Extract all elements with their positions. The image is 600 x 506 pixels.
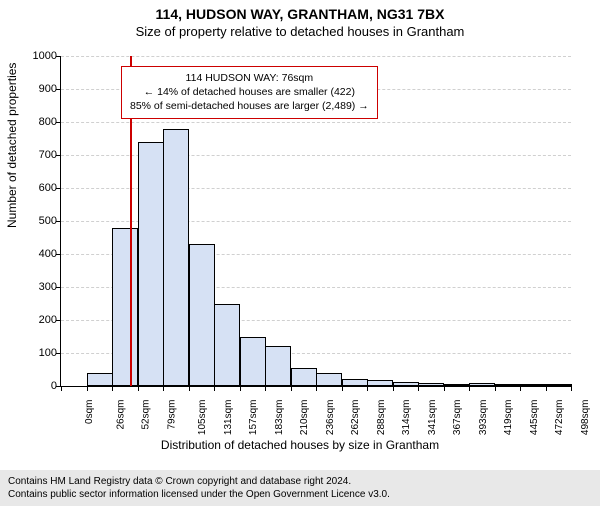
histogram-bar bbox=[189, 244, 215, 386]
xtick-label: 341sqm bbox=[427, 400, 438, 436]
xtick-label: 498sqm bbox=[580, 400, 591, 436]
xtick-label: 419sqm bbox=[503, 400, 514, 436]
xtick-label: 445sqm bbox=[529, 400, 540, 436]
xtick-mark bbox=[495, 386, 496, 391]
xtick-label: 262sqm bbox=[350, 400, 361, 436]
annotation-line: 114 HUDSON WAY: 76sqm bbox=[130, 71, 369, 85]
xtick-label: 157sqm bbox=[248, 400, 259, 436]
histogram-bar bbox=[291, 368, 317, 386]
histogram-bar bbox=[87, 373, 113, 386]
ytick-label: 300 bbox=[17, 281, 57, 293]
xtick-label: 131sqm bbox=[223, 400, 234, 436]
histogram-bar bbox=[214, 304, 240, 387]
ytick-label: 100 bbox=[17, 347, 57, 359]
xtick-mark bbox=[214, 386, 215, 391]
histogram-bar bbox=[367, 380, 393, 386]
xtick-label: 236sqm bbox=[325, 400, 336, 436]
xtick-mark bbox=[265, 386, 266, 391]
histogram-bar bbox=[240, 337, 266, 387]
chart-title: 114, HUDSON WAY, GRANTHAM, NG31 7BX bbox=[0, 6, 600, 22]
histogram-bar bbox=[316, 373, 342, 386]
histogram-bar bbox=[495, 384, 521, 386]
histogram-bar bbox=[138, 142, 164, 386]
ytick-label: 1000 bbox=[17, 50, 57, 62]
xtick-mark bbox=[444, 386, 445, 391]
xtick-label: 210sqm bbox=[299, 400, 310, 436]
xtick-mark bbox=[87, 386, 88, 391]
footer-line-1: Contains HM Land Registry data © Crown c… bbox=[8, 475, 592, 488]
xtick-label: 288sqm bbox=[376, 400, 387, 436]
xtick-mark bbox=[189, 386, 190, 391]
xtick-mark bbox=[112, 386, 113, 391]
histogram-bar bbox=[546, 384, 572, 386]
xtick-mark bbox=[291, 386, 292, 391]
xtick-label: 26sqm bbox=[115, 400, 126, 430]
gridline bbox=[61, 56, 571, 57]
xtick-mark bbox=[418, 386, 419, 391]
xtick-label: 183sqm bbox=[274, 400, 285, 436]
xtick-mark bbox=[546, 386, 547, 391]
ytick-label: 900 bbox=[17, 83, 57, 95]
xtick-label: 0sqm bbox=[84, 400, 95, 424]
gridline bbox=[61, 122, 571, 123]
ytick-label: 800 bbox=[17, 116, 57, 128]
xtick-mark bbox=[520, 386, 521, 391]
histogram-bar bbox=[342, 379, 368, 386]
ytick-label: 400 bbox=[17, 248, 57, 260]
xtick-mark bbox=[367, 386, 368, 391]
xtick-mark bbox=[393, 386, 394, 391]
xtick-label: 105sqm bbox=[197, 400, 208, 436]
annotation-line: ← 14% of detached houses are smaller (42… bbox=[130, 85, 369, 99]
xtick-label: 314sqm bbox=[401, 400, 412, 436]
x-axis-label: Distribution of detached houses by size … bbox=[0, 438, 600, 452]
xtick-mark bbox=[571, 386, 572, 391]
xtick-label: 393sqm bbox=[478, 400, 489, 436]
histogram-bar bbox=[265, 346, 291, 386]
xtick-mark bbox=[138, 386, 139, 391]
ytick-label: 0 bbox=[17, 380, 57, 392]
histogram-bar bbox=[163, 129, 189, 386]
histogram-bar bbox=[418, 383, 444, 386]
ytick-label: 500 bbox=[17, 215, 57, 227]
ytick-label: 700 bbox=[17, 149, 57, 161]
histogram-bar bbox=[444, 384, 470, 386]
xtick-mark bbox=[61, 386, 62, 391]
chart-area: 010020030040050060070080090010000sqm26sq… bbox=[60, 56, 570, 426]
ytick-label: 600 bbox=[17, 182, 57, 194]
annotation-box: 114 HUDSON WAY: 76sqm← 14% of detached h… bbox=[121, 66, 378, 119]
xtick-label: 79sqm bbox=[166, 400, 177, 430]
xtick-mark bbox=[469, 386, 470, 391]
annotation-line: 85% of semi-detached houses are larger (… bbox=[130, 99, 369, 113]
footer: Contains HM Land Registry data © Crown c… bbox=[0, 470, 600, 506]
xtick-mark bbox=[240, 386, 241, 391]
histogram-bar bbox=[520, 384, 546, 386]
xtick-label: 472sqm bbox=[554, 400, 565, 436]
xtick-label: 52sqm bbox=[141, 400, 152, 430]
histogram-bar bbox=[469, 383, 495, 386]
plot-region: 010020030040050060070080090010000sqm26sq… bbox=[60, 56, 571, 387]
xtick-mark bbox=[342, 386, 343, 391]
xtick-label: 367sqm bbox=[452, 400, 463, 436]
xtick-mark bbox=[163, 386, 164, 391]
footer-line-2: Contains public sector information licen… bbox=[8, 488, 592, 501]
xtick-mark bbox=[316, 386, 317, 391]
chart-subtitle: Size of property relative to detached ho… bbox=[0, 24, 600, 39]
histogram-bar bbox=[393, 382, 419, 386]
histogram-bar bbox=[112, 228, 138, 386]
ytick-label: 200 bbox=[17, 314, 57, 326]
